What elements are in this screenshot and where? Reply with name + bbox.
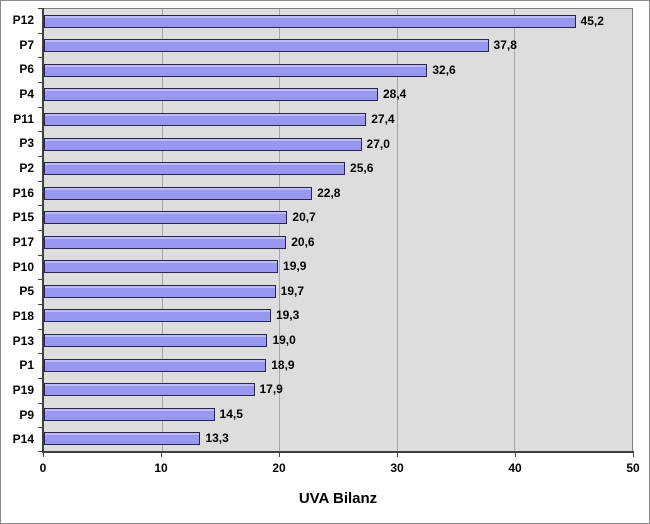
value-axis: 0 10 20 30 40 50 <box>39 453 640 483</box>
bar-value-label: 19,3 <box>275 308 300 322</box>
bar <box>44 334 268 347</box>
gridline <box>161 9 163 451</box>
category-tick <box>38 403 43 404</box>
x-tick <box>397 453 398 457</box>
bar-value-label: 13,3 <box>205 431 229 445</box>
category-tick <box>38 304 43 305</box>
bar-value-label: 27,0 <box>366 137 390 151</box>
bar-value-label: 32,6 <box>432 63 456 77</box>
bar-value-label: 37,8 <box>493 38 517 52</box>
category-label: P18 <box>12 309 34 323</box>
x-tick-label: 10 <box>154 461 168 475</box>
bar <box>44 138 362 151</box>
category-tick <box>38 230 43 231</box>
category-tick <box>38 255 43 256</box>
category-label: P2 <box>19 161 34 175</box>
category-tick <box>38 378 43 379</box>
x-tick <box>633 453 634 457</box>
category-label: P19 <box>12 383 34 397</box>
bar <box>44 383 255 396</box>
bar <box>44 236 287 249</box>
category-label: P4 <box>19 87 34 101</box>
category-label: P14 <box>12 432 34 447</box>
bar <box>44 260 279 273</box>
category-label: P11 <box>13 111 34 126</box>
category-label: P3 <box>19 136 34 151</box>
x-tick-label: 20 <box>272 461 286 475</box>
x-tick <box>161 453 162 457</box>
x-tick <box>279 453 280 457</box>
bar-value-label: 19,7 <box>280 284 305 298</box>
category-axis: P12 P7 P6 P4 P11 P3 P2 P16 P15 P17 P10 P5 P18 P13 P1 P1… <box>1 8 43 452</box>
bar-value-label: 20,7 <box>292 210 316 224</box>
category-tick <box>38 279 43 280</box>
bar-value-label: 25,6 <box>350 161 374 175</box>
x-tick <box>43 453 44 457</box>
bar <box>44 64 428 77</box>
bar-value-label: 14,5 <box>219 407 243 421</box>
category-tick <box>38 181 43 182</box>
bar <box>44 39 489 52</box>
category-tick <box>38 33 43 34</box>
category-label: P15 <box>12 210 34 225</box>
gridline <box>279 9 281 451</box>
gridline <box>514 9 516 451</box>
bar <box>44 432 201 445</box>
category-tick <box>38 451 43 452</box>
x-axis-title: UVA Bilanz <box>298 490 378 507</box>
category-label: P5 <box>19 284 34 299</box>
bar <box>44 88 378 101</box>
category-tick <box>38 205 43 206</box>
category-label: P13 <box>12 333 34 348</box>
category-tick <box>38 107 43 108</box>
bar <box>44 285 276 298</box>
category-tick <box>38 156 43 157</box>
bar-value-label: 18,9 <box>271 358 295 372</box>
x-tick-label: 0 <box>39 461 47 475</box>
bar <box>44 359 267 372</box>
category-tick <box>38 8 43 9</box>
category-tick <box>38 57 43 58</box>
gridline <box>396 9 398 451</box>
bar-value-label: 17,9 <box>259 382 283 396</box>
category-axis-line <box>42 8 44 453</box>
bar-value-label: 20,6 <box>291 235 315 249</box>
category-tick <box>38 353 43 354</box>
bar <box>44 113 367 126</box>
category-tick <box>38 427 43 428</box>
category-tick <box>38 329 43 330</box>
category-label: P7 <box>19 37 34 52</box>
bar <box>44 309 271 322</box>
category-label: P9 <box>19 407 34 422</box>
bar-value-label: 22,8 <box>317 186 341 200</box>
bar-value-label: 28,4 <box>382 87 407 101</box>
category-label: P10 <box>12 259 34 274</box>
category-label: P6 <box>19 62 34 77</box>
category-tick <box>38 82 43 83</box>
bar <box>44 187 313 200</box>
x-tick-label: 30 <box>390 461 404 475</box>
bar-value-label: 19,9 <box>283 259 307 273</box>
plot-area: 45,2 37,8 32,6 28,4 27,4 27,0 25,6 22,8 20,7 20,6… <box>43 8 633 452</box>
bar <box>44 15 576 28</box>
category-label: P1 <box>19 358 34 373</box>
x-tick-label: 40 <box>508 461 522 475</box>
value-axis-line <box>42 451 634 453</box>
bar <box>44 408 215 421</box>
category-tick <box>38 131 43 132</box>
category-label: P12 <box>12 13 34 27</box>
x-tick-label: 50 <box>626 461 640 475</box>
bar-value-label: 27,4 <box>371 112 395 126</box>
bar-value-label: 45,2 <box>580 14 604 28</box>
bar-value-label: 19,0 <box>272 333 296 347</box>
x-tick <box>515 453 516 457</box>
bar <box>44 162 346 175</box>
category-label: P16 <box>12 185 34 200</box>
category-label: P17 <box>12 235 34 249</box>
bar <box>44 211 288 224</box>
